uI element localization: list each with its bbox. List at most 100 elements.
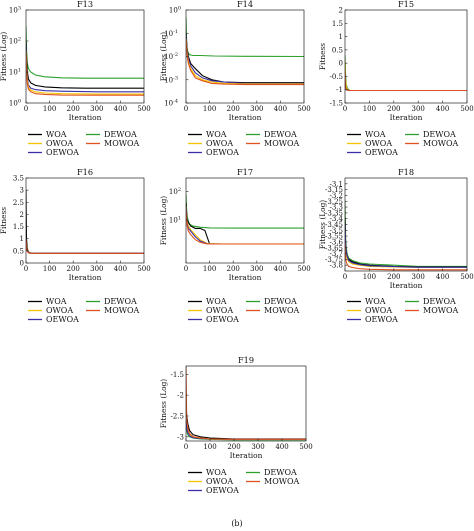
- y-tick-label: -3.65: [325, 244, 343, 252]
- x-tick-label: 500: [137, 105, 150, 113]
- x-tick-label: 400: [274, 265, 287, 273]
- legend-label-owoa: OWOA: [206, 139, 233, 148]
- legend-label-oewoa: OEWOA: [206, 148, 239, 157]
- series-line-oewoa: [26, 45, 144, 93]
- series-line-oewoa: [186, 208, 304, 245]
- y-axis-label: Fitness (Log): [159, 379, 168, 429]
- legend: WOA DEWOA OWOA MOWOA OEWOA: [188, 297, 300, 324]
- subplot-title: F19: [238, 355, 254, 365]
- subplot-title: F18: [398, 167, 414, 177]
- y-tick-label: 0.5: [332, 46, 343, 54]
- x-tick-label: 0: [343, 105, 347, 113]
- x-tick-label: 200: [67, 265, 80, 273]
- legend-label-oewoa: OEWOA: [365, 148, 398, 157]
- x-tick-label: 200: [227, 265, 240, 273]
- x-axis-label: Iteration: [230, 451, 263, 460]
- series-line-woa: [26, 40, 144, 89]
- y-tick-label: 101: [9, 68, 21, 77]
- y-tick-label: 0: [20, 260, 24, 268]
- legend-label-dewoa: DEWOA: [104, 130, 137, 139]
- x-tick-label: 500: [137, 265, 150, 273]
- y-tick-label: -3.45: [325, 221, 343, 229]
- series-line-mowoa: [26, 53, 144, 96]
- series-line-oewoa: [345, 224, 467, 268]
- y-tick-label: 1: [20, 235, 24, 243]
- series-line-mowoa: [345, 71, 467, 92]
- series-line-woa: [345, 68, 467, 92]
- legend-label-mowoa: MOWOA: [104, 306, 140, 315]
- legend-label-owoa: OWOA: [206, 306, 233, 315]
- y-tick-label: -1.5: [171, 371, 185, 379]
- y-tick-label: -3.15: [325, 186, 343, 194]
- series-line-owoa: [26, 50, 144, 95]
- x-tick-label: 300: [412, 273, 425, 281]
- x-tick-label: 300: [90, 105, 103, 113]
- legend: WOA DEWOA OWOA MOWOA OEWOA: [347, 130, 459, 157]
- series-line-dewoa: [186, 194, 304, 229]
- legend: WOA DEWOA OWOA MOWOA OEWOA: [28, 130, 140, 157]
- series-line-mowoa: [186, 40, 304, 86]
- series-line-woa: [26, 190, 144, 254]
- legend-label-owoa: OWOA: [206, 477, 233, 486]
- series-line-oewoa: [186, 415, 306, 440]
- series-line-mowoa: [345, 241, 467, 271]
- y-tick-label: 3: [20, 187, 24, 195]
- y-tick-label: 10-2: [164, 52, 178, 61]
- legend-label-dewoa: DEWOA: [423, 130, 456, 139]
- series-line-woa: [186, 399, 306, 440]
- x-axis-label: Iteration: [229, 273, 262, 282]
- y-axis-label: Fitness (Log): [159, 32, 168, 82]
- legend: WOA DEWOA OWOA MOWOA OEWOA: [188, 130, 300, 157]
- x-tick-label: 300: [251, 443, 264, 451]
- legend-label-dewoa: DEWOA: [104, 297, 137, 306]
- subplot-title: F13: [77, 0, 93, 9]
- series-line-dewoa: [26, 233, 144, 254]
- x-tick-label: 200: [227, 105, 240, 113]
- x-axis-label: Iteration: [69, 273, 102, 282]
- x-tick-label: 500: [297, 265, 310, 273]
- legend-label-mowoa: MOWOA: [423, 139, 459, 148]
- legend-label-mowoa: MOWOA: [104, 139, 140, 148]
- series-line-oewoa: [345, 73, 467, 92]
- x-tick-label: 400: [114, 105, 127, 113]
- x-tick-label: 100: [203, 265, 216, 273]
- y-tick-label: -3.8: [330, 262, 344, 270]
- y-tick-label: 100: [9, 99, 21, 108]
- y-tick-label: 10-3: [164, 75, 178, 84]
- x-tick-label: 200: [67, 105, 80, 113]
- series-line-owoa: [186, 206, 304, 245]
- x-tick-label: 100: [363, 273, 376, 281]
- x-axis-label: Iteration: [69, 113, 102, 122]
- y-axis-label: Fitness (Log): [318, 200, 327, 250]
- x-tick-label: 400: [275, 443, 288, 451]
- y-tick-label: 2: [339, 7, 343, 15]
- x-axis-label: Iteration: [229, 113, 262, 122]
- y-tick-label: 2.5: [13, 199, 24, 207]
- x-tick-label: 100: [203, 443, 216, 451]
- x-tick-label: 500: [297, 105, 310, 113]
- plot-frame: [344, 177, 468, 272]
- x-tick-label: 400: [274, 105, 287, 113]
- y-tick-label: 103: [9, 6, 21, 15]
- y-tick-label: -3.7: [330, 250, 344, 258]
- legend-label-woa: WOA: [365, 297, 386, 306]
- legend-label-owoa: OWOA: [365, 306, 392, 315]
- y-tick-label: 1.5: [332, 20, 343, 28]
- legend-label-oewoa: OEWOA: [46, 148, 79, 157]
- legend-label-owoa: OWOA: [365, 139, 392, 148]
- y-tick-label: -3: [177, 433, 184, 441]
- subplot-f16: F16 0 100 200 300 400 500 Iteration 0 0.5 1 1.5 2 2.5…: [0, 167, 151, 324]
- y-tick-label: -3.55: [325, 233, 343, 241]
- y-tick-label: 3.5: [13, 175, 24, 183]
- series-line-owoa: [186, 411, 306, 440]
- y-tick-label: 10-4: [164, 99, 178, 108]
- legend-label-mowoa: MOWOA: [423, 306, 459, 315]
- x-tick-label: 400: [436, 273, 449, 281]
- series-line-mowoa: [26, 238, 144, 254]
- x-axis-label: Iteration: [390, 281, 423, 290]
- x-tick-label: 200: [387, 105, 400, 113]
- series-line-owoa: [345, 60, 467, 92]
